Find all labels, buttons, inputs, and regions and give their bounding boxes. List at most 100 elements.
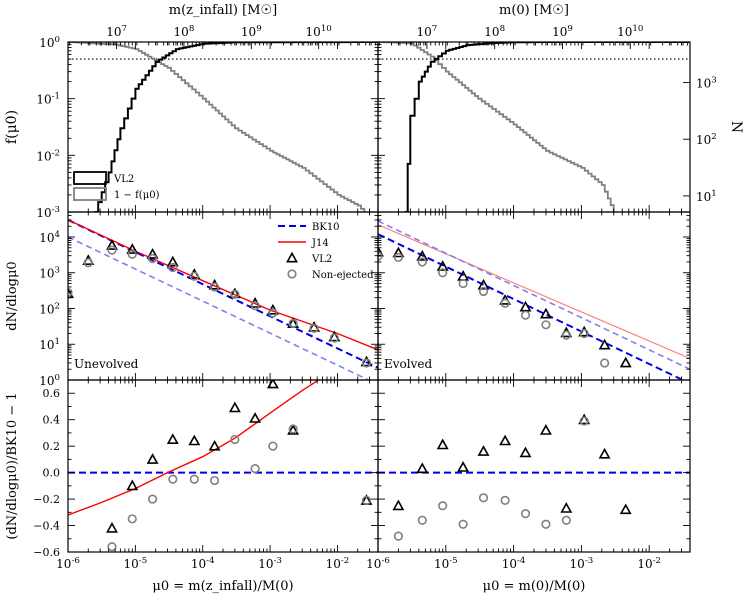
nonejected-marker	[288, 318, 298, 329]
vl2-residual-marker	[598, 447, 611, 459]
panel-frame	[377, 41, 691, 213]
nonejected-marker	[500, 298, 510, 308]
nonejected-residual-marker	[393, 531, 404, 541]
vl2-residual-marker	[416, 462, 429, 474]
y-tick-label: −0.6	[33, 546, 60, 559]
y-tick-label: 100	[39, 35, 60, 50]
vl2-residual-marker	[392, 499, 405, 511]
bk10-lower-dashed-line	[68, 236, 371, 380]
nonejected-residual-marker	[458, 519, 468, 529]
nonejected-residual-marker	[500, 495, 510, 506]
top-tick-label: 108	[484, 24, 505, 39]
j14-light-line	[378, 224, 690, 360]
x-tick-label: 10-4	[191, 556, 215, 571]
y-axis-label-residual: (dN/dlogμ0)/BK10 − 1	[5, 392, 20, 539]
top-tick-label: 108	[174, 24, 195, 39]
vl2-marker	[68, 287, 74, 299]
vl2-residual-marker	[578, 413, 591, 425]
nonejected-marker	[107, 245, 117, 255]
vl2-marker	[360, 355, 373, 367]
top-axis-label: m(z_infall) [M☉]	[169, 3, 277, 18]
nonejected-marker	[209, 282, 220, 292]
vl2-marker	[539, 307, 552, 319]
nonejected-residual-marker	[561, 515, 571, 525]
legend-one-minus-f-swatch	[73, 187, 107, 201]
y-tick-label: 10-1	[36, 92, 60, 107]
x-tick-label: 10-5	[434, 556, 458, 571]
vl2-residual-marker	[539, 424, 552, 435]
nonejected-marker	[417, 257, 427, 267]
bk10-dashed-line	[378, 233, 686, 380]
nonejected-residual-marker	[147, 494, 158, 504]
nonejected-marker	[250, 301, 260, 311]
nonejected-marker	[361, 358, 372, 368]
vl2-residual-marker	[208, 439, 221, 451]
nonejected-residual-marker	[189, 474, 199, 484]
vl2-marker	[619, 356, 632, 368]
unevolved-label: Unevolved	[74, 357, 139, 371]
vl2-residual-marker	[477, 445, 490, 456]
panel-clip-group	[68, 380, 378, 552]
vl2-marker	[146, 247, 159, 259]
x-tick-label: 10-3	[258, 556, 282, 571]
vl2-residual-marker	[457, 461, 470, 472]
nonejected-marker	[561, 330, 571, 340]
nonejected-marker	[541, 320, 551, 330]
right-y-tick-label: 103	[696, 76, 717, 91]
vl2-marker	[416, 249, 429, 261]
panel-clip-group	[378, 413, 690, 541]
right-y-tick-label: 102	[696, 132, 717, 147]
nonejected-residual-marker	[168, 474, 178, 484]
nonejected-marker	[329, 333, 339, 343]
nonejected-residual-marker	[250, 464, 260, 474]
vl2-residual-marker	[166, 433, 179, 445]
legend-label-1: J14	[311, 238, 329, 249]
top-tick-label: 1010	[306, 24, 332, 39]
nonejected-marker	[168, 262, 178, 273]
y-tick-label: 103	[39, 266, 60, 281]
vl2-residual-marker	[619, 503, 632, 515]
f-curve-left	[94, 42, 378, 212]
legend-vl2-swatch	[73, 171, 107, 185]
nonejected-residual-marker	[417, 515, 427, 525]
nonejected-marker	[83, 258, 93, 268]
nonejected-marker	[579, 328, 589, 339]
vl2-marker	[106, 239, 118, 250]
vl2-residual-marker	[560, 502, 573, 513]
nonejected-marker	[268, 308, 278, 318]
vl2-residual-marker	[146, 453, 159, 464]
nonejected-residual-marker	[288, 424, 298, 434]
legend-label-3: Non-ejected	[312, 270, 374, 281]
right-y-tick-label: 101	[696, 189, 717, 204]
vl2-marker	[308, 320, 321, 332]
vl2-marker	[126, 243, 139, 254]
y-tick-label: 10-2	[36, 148, 60, 163]
vl2-residual-marker	[519, 446, 532, 458]
vl2-marker	[578, 325, 591, 337]
y-tick-label: 0.2	[43, 440, 61, 453]
nonejected-marker	[189, 271, 199, 281]
legend-label-0: BK10	[312, 222, 340, 233]
legend-vl2-marker	[286, 251, 298, 263]
nonejected-residual-marker	[438, 501, 448, 511]
nonejected-residual-marker	[127, 514, 137, 524]
legend-vl2-label: VL2	[113, 174, 134, 185]
y-axis-label-N: N	[728, 121, 744, 133]
nonejected-residual-marker	[361, 495, 372, 506]
y-tick-label: 102	[39, 301, 60, 316]
nonejected-marker	[393, 252, 404, 262]
x-tick-label: 10-3	[570, 556, 594, 571]
vl2-marker	[598, 338, 611, 350]
nonejected-marker	[147, 253, 158, 264]
nonejected-residual-marker	[478, 493, 489, 503]
nonejected-marker	[520, 310, 531, 320]
legend-one-minus-f-label: 1 − f(μ0)	[114, 190, 160, 201]
x-axis-label-right: μ0 = m(0)/M(0)	[483, 579, 586, 594]
top-axis-label: m(0) [M☉]	[499, 3, 569, 18]
top-tick-label: 107	[417, 24, 438, 39]
nonejected-residual-marker	[107, 542, 117, 552]
x-tick-label: 10-6	[56, 556, 80, 571]
one-minus-f-curve-left	[68, 42, 366, 212]
nonejected-marker	[600, 358, 610, 368]
bk10-upper-dashed-line	[378, 220, 690, 370]
